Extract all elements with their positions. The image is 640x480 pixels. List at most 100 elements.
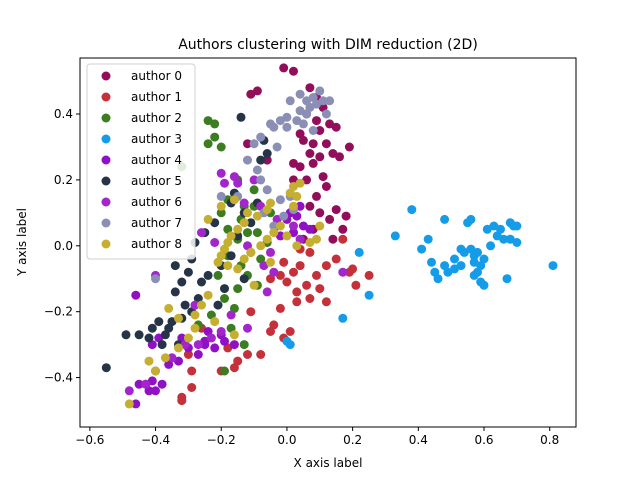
point-s1-28	[187, 366, 197, 376]
point-s4-28	[157, 379, 167, 389]
point-s4-22	[131, 290, 141, 300]
point-s8-38	[144, 356, 154, 366]
points-layer	[101, 63, 558, 409]
point-s5-14	[180, 300, 190, 310]
point-s6-16	[167, 353, 177, 363]
point-s7-18	[243, 155, 252, 165]
point-s5-19	[160, 330, 170, 340]
point-s3-21	[473, 247, 482, 257]
point-s3-0	[390, 231, 400, 241]
point-s8-7	[243, 208, 252, 218]
point-s8-22	[275, 221, 285, 231]
point-s3-6	[433, 274, 443, 284]
plot-frame	[79, 57, 577, 428]
point-s6-13	[206, 333, 216, 343]
point-s5-3	[256, 155, 266, 165]
point-s7-33	[321, 109, 331, 119]
point-s2-26	[252, 228, 262, 238]
point-s0-21	[325, 214, 335, 224]
legend-label: author 2	[131, 111, 182, 125]
point-s0-39	[262, 155, 272, 165]
point-s0-38	[328, 234, 338, 244]
point-s6-10	[269, 267, 279, 277]
point-s1-37	[338, 234, 348, 244]
point-s3-13	[456, 261, 466, 271]
point-s6-26	[243, 323, 252, 333]
point-s5-20	[154, 317, 164, 327]
point-s1-36	[321, 297, 331, 307]
point-s5-12	[170, 261, 180, 271]
point-s8-9	[233, 224, 243, 234]
point-s6-20	[197, 228, 206, 238]
legend-box	[86, 63, 196, 260]
point-s3-44	[285, 340, 295, 350]
x-tick-label: 0.4	[409, 433, 428, 447]
point-s8-47	[289, 201, 298, 211]
y-axis: −0.4 −0.2 0.0 0.2 0.4	[44, 107, 80, 385]
x-tick-label: 0.8	[540, 433, 559, 447]
point-s8-18	[246, 247, 256, 257]
legend-marker	[101, 218, 111, 228]
point-s8-39	[210, 317, 220, 327]
point-s1-22	[243, 350, 252, 359]
y-tick-label: −0.2	[44, 305, 73, 319]
point-s1-4	[282, 277, 292, 287]
point-s1-27	[183, 350, 193, 359]
legend-label: author 1	[131, 90, 182, 104]
point-s2-3	[203, 139, 213, 149]
point-s2-35	[216, 208, 226, 218]
point-s7-22	[275, 195, 285, 205]
point-s6-22	[338, 267, 348, 277]
point-s8-42	[266, 257, 275, 267]
point-s5-31	[233, 231, 243, 241]
point-s1-25	[229, 363, 239, 373]
point-s1-12	[351, 280, 361, 290]
point-s7-16	[256, 132, 266, 142]
point-s0-35	[315, 152, 325, 162]
point-s5-25	[101, 363, 111, 373]
point-s1-20	[266, 327, 275, 336]
point-s6-29	[190, 300, 200, 310]
y-tick-label: 0.0	[54, 239, 73, 253]
point-s0-1	[289, 66, 298, 76]
point-s1-9	[331, 254, 341, 264]
point-s7-27	[216, 191, 226, 201]
point-s3-1	[407, 205, 417, 215]
point-s8-41	[249, 280, 259, 290]
point-s4-4	[305, 224, 315, 234]
point-s7-5	[318, 96, 328, 106]
point-s1-29	[187, 383, 197, 392]
legend-marker	[101, 155, 111, 165]
point-s8-17	[239, 254, 249, 264]
point-s0-18	[312, 191, 321, 201]
point-s0-32	[331, 122, 341, 132]
point-s0-27	[295, 162, 305, 172]
point-s0-20	[315, 208, 325, 218]
point-s8-19	[256, 241, 266, 251]
point-s7-31	[272, 142, 282, 152]
point-s7-12	[275, 116, 285, 126]
point-s3-40	[354, 247, 364, 257]
point-s3-39	[548, 261, 558, 271]
legend-label: author 6	[131, 195, 182, 209]
point-s8-29	[190, 310, 200, 320]
point-s5-33	[246, 218, 256, 228]
point-s5-37	[213, 300, 223, 310]
point-s8-36	[151, 366, 160, 376]
point-s5-2	[262, 149, 272, 158]
point-s8-8	[239, 218, 249, 228]
point-s8-23	[282, 231, 292, 241]
point-s0-13	[305, 149, 315, 158]
point-s7-26	[269, 221, 279, 231]
point-s7-25	[279, 211, 289, 221]
point-s6-11	[262, 287, 272, 297]
point-s1-17	[275, 303, 285, 313]
point-s4-17	[134, 379, 144, 389]
x-axis: −0.6 −0.4 −0.2 0.0 0.2 0.4 0.6 0.8	[75, 427, 559, 447]
point-s6-0	[216, 168, 226, 178]
point-s1-15	[305, 294, 315, 303]
point-s3-42	[338, 313, 348, 323]
point-s4-27	[151, 386, 160, 396]
point-s7-13	[282, 122, 292, 132]
point-s0-37	[331, 205, 341, 215]
